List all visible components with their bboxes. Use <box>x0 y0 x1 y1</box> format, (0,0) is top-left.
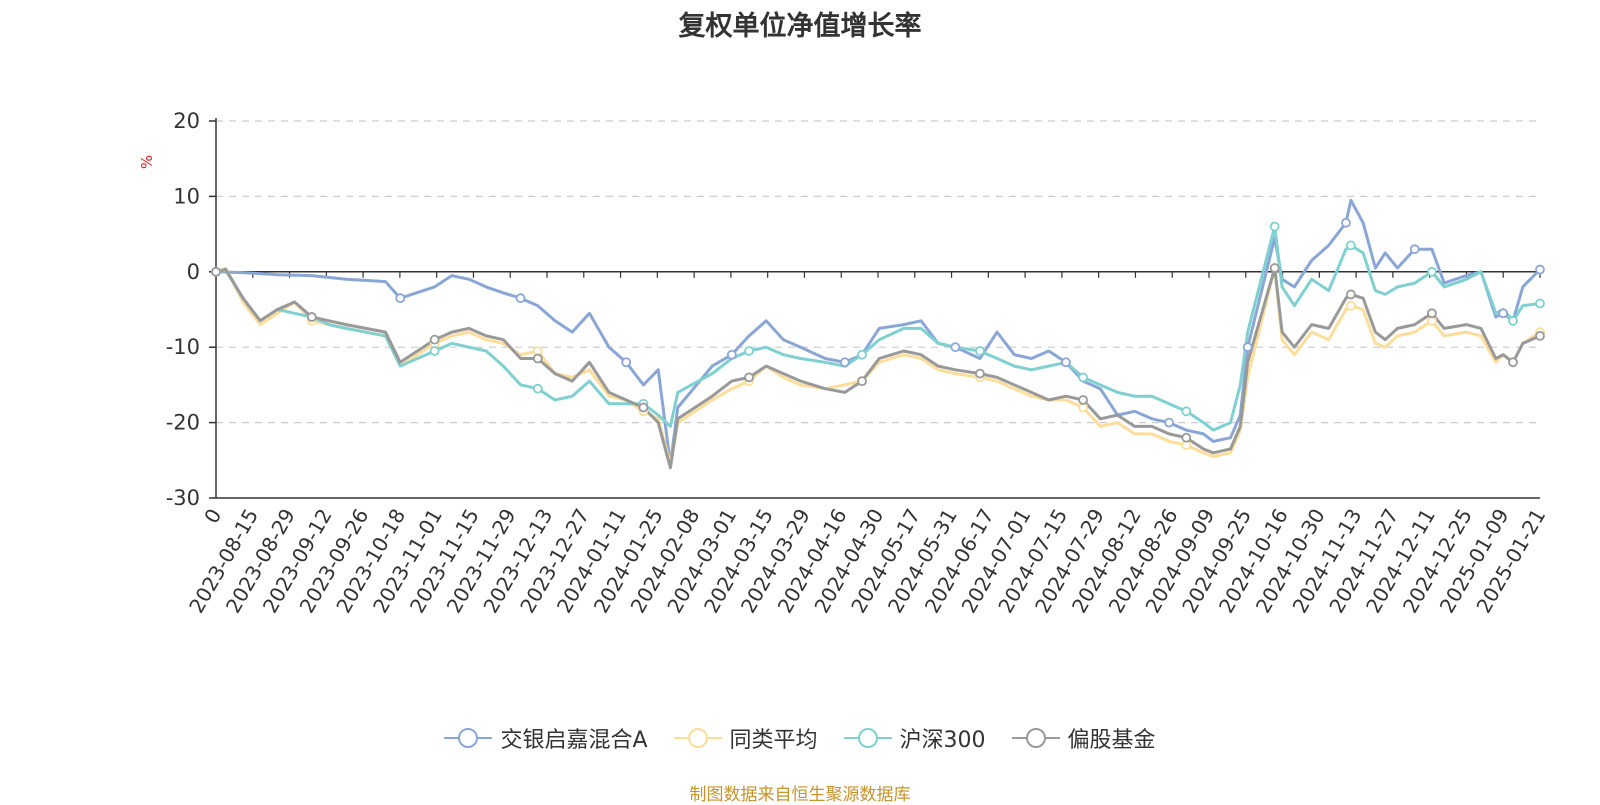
y-axis-label: % <box>138 155 156 169</box>
data-point[interactable] <box>429 346 440 356</box>
legend-swatch-csi300 <box>843 728 892 748</box>
legend-label-fund: 交银启嘉混合A <box>500 728 648 753</box>
y-tick-label: -20 <box>166 411 200 435</box>
legend-swatch-equity-fund <box>1011 728 1060 748</box>
series-line-1[interactable] <box>215 266 1541 466</box>
data-point[interactable] <box>975 368 985 379</box>
data-point[interactable] <box>1508 315 1518 326</box>
legend-label-peer-average: 同类平均 <box>729 728 818 753</box>
data-source-note: 制图数据来自恒生聚源数据库 <box>689 785 911 805</box>
legend-item-peer-average[interactable]: 同类平均 <box>673 722 818 754</box>
data-point[interactable] <box>1508 357 1518 368</box>
data-point[interactable] <box>1078 395 1089 405</box>
data-point[interactable] <box>950 342 961 353</box>
data-point[interactable] <box>857 376 867 387</box>
data-point[interactable] <box>638 402 649 413</box>
data-point[interactable] <box>1078 372 1089 383</box>
y-tick-label: 20 <box>173 109 200 133</box>
data-point[interactable] <box>1341 217 1351 228</box>
data-point[interactable] <box>975 346 985 356</box>
data-point[interactable] <box>726 349 737 360</box>
data-point[interactable] <box>857 349 867 360</box>
data-point[interactable] <box>395 293 406 304</box>
data-point[interactable] <box>1269 263 1280 273</box>
y-tick-label: -30 <box>166 486 200 510</box>
data-point[interactable] <box>1269 221 1280 232</box>
legend-swatch-peer-average <box>673 728 722 748</box>
data-point[interactable] <box>744 346 754 356</box>
data-point[interactable] <box>306 312 317 322</box>
data-point[interactable] <box>1535 298 1545 309</box>
data-point[interactable] <box>532 353 543 364</box>
series-markers <box>211 217 1545 451</box>
y-tick-label: -10 <box>166 335 200 359</box>
chart-title: 复权单位净值增长率 <box>678 11 922 42</box>
data-point[interactable] <box>532 383 543 394</box>
legend-label-csi300: 沪深300 <box>899 728 986 753</box>
data-point[interactable] <box>429 334 440 345</box>
series-line-2[interactable] <box>215 225 1541 432</box>
data-point[interactable] <box>1345 300 1356 311</box>
legend: 交银启嘉混合A 同类平均 沪深300 偏股基金 <box>0 722 1600 754</box>
data-point[interactable] <box>1427 266 1437 277</box>
data-point[interactable] <box>621 357 632 368</box>
legend-label-equity-fund: 偏股基金 <box>1067 728 1156 753</box>
data-point[interactable] <box>1345 289 1356 300</box>
data-point[interactable] <box>1498 308 1509 319</box>
y-tick-label: 0 <box>187 260 200 284</box>
data-point[interactable] <box>1409 244 1420 255</box>
legend-item-equity-fund[interactable]: 偏股基金 <box>1011 722 1156 754</box>
legend-swatch-fund <box>444 728 493 748</box>
data-point[interactable] <box>839 357 850 368</box>
data-point[interactable] <box>211 266 221 277</box>
y-tick-label: 10 <box>173 184 200 208</box>
series-line-0[interactable] <box>215 198 1542 466</box>
data-point[interactable] <box>744 372 754 383</box>
data-point[interactable] <box>1164 417 1174 428</box>
data-point[interactable] <box>1535 264 1545 275</box>
data-point[interactable] <box>1061 357 1071 368</box>
x-tick-label: 0 <box>199 505 226 528</box>
data-point[interactable] <box>1345 240 1356 251</box>
data-point[interactable] <box>1427 308 1437 319</box>
data-point[interactable] <box>1242 342 1253 353</box>
legend-item-fund[interactable]: 交银启嘉混合A <box>444 722 648 754</box>
data-point[interactable] <box>1181 406 1192 417</box>
data-point[interactable] <box>1535 330 1545 341</box>
series-lines <box>215 198 1542 470</box>
legend-item-csi300[interactable]: 沪深300 <box>843 722 986 754</box>
data-point[interactable] <box>515 293 526 304</box>
data-point[interactable] <box>1181 432 1192 443</box>
series-line-3[interactable] <box>215 266 1541 470</box>
